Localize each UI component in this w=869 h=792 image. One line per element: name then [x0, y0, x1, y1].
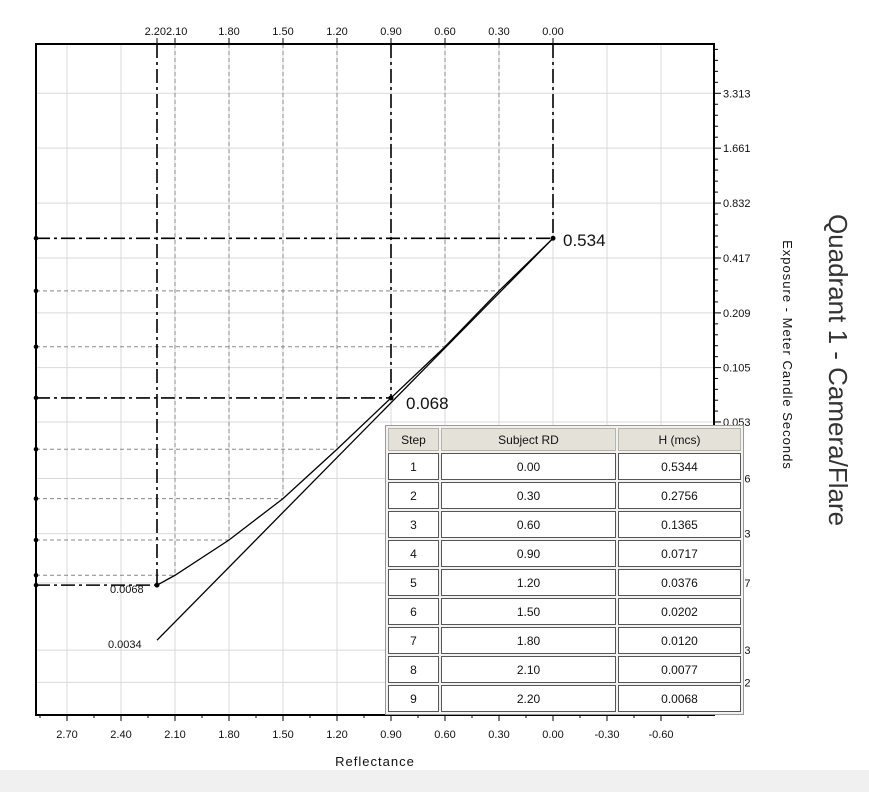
x-top-tick-label: 2.10 — [166, 26, 187, 38]
cell-step: 6 — [388, 598, 439, 625]
no-flare-line — [156, 237, 554, 641]
cell-subject-rd: 0.90 — [441, 540, 616, 567]
y-axis-title: Exposure - Meter Candle Seconds — [780, 240, 795, 470]
table-row: 2 0.30 0.2756 — [388, 482, 741, 509]
annotation-0-534: 0.534 — [563, 231, 606, 250]
header-step: Step — [388, 428, 439, 451]
cell-subject-rd: 0.30 — [441, 482, 616, 509]
header-h-mcs: H (mcs) — [618, 428, 741, 451]
cell-subject-rd: 1.80 — [441, 627, 616, 654]
header-subject-rd: Subject RD — [441, 428, 616, 451]
table-body: 1 0.00 0.5344 2 0.30 0.2756 3 0.60 0.1365 4 0.90 0.… — [388, 453, 741, 712]
data-point-marker — [550, 235, 556, 241]
y-tick-label: 0.105 — [723, 363, 751, 375]
cell-step: 4 — [388, 540, 439, 567]
cell-step: 5 — [388, 569, 439, 596]
cell-h-mcs: 0.0077 — [618, 656, 741, 683]
x-bottom-tick-label: 2.10 — [164, 729, 185, 741]
cell-subject-rd: 2.10 — [441, 656, 616, 683]
table-row: 9 2.20 0.0068 — [388, 685, 741, 712]
x-bottom-tick-label: 0.00 — [542, 729, 563, 741]
cell-step: 9 — [388, 685, 439, 712]
x-top-tick-label: 2.20 — [145, 26, 166, 38]
dashed-guide-lines — [33, 44, 554, 588]
cell-step: 7 — [388, 627, 439, 654]
series-lines — [154, 235, 556, 641]
table-row: 8 2.10 0.0077 — [388, 656, 741, 683]
x-top-tick-label: 1.80 — [218, 26, 239, 38]
table-row: 1 0.00 0.5344 — [388, 453, 741, 480]
cell-step: 2 — [388, 482, 439, 509]
cell-subject-rd: 0.00 — [441, 453, 616, 480]
camera-flare-curve — [156, 237, 554, 586]
cell-h-mcs: 0.0202 — [618, 598, 741, 625]
y-tick-label: 0.832 — [723, 198, 751, 210]
x-bottom-tick-label: 2.40 — [110, 729, 131, 741]
x-bottom-tick-label: 0.90 — [380, 729, 401, 741]
x-bottom-tick-label: -0.30 — [594, 729, 619, 741]
table-row: 5 1.20 0.0376 — [388, 569, 741, 596]
y-tick-label: 1.661 — [723, 143, 751, 155]
cell-step: 3 — [388, 511, 439, 538]
x-bottom-tick-label: 1.80 — [218, 729, 239, 741]
x-bottom-tick-label: 2.70 — [56, 729, 77, 741]
table-header-row: Step Subject RD H (mcs) — [388, 428, 741, 451]
annotation-0-0068: 0.0068 — [110, 584, 144, 596]
table-row: 6 1.50 0.0202 — [388, 598, 741, 625]
x-top-tick-label: 0.60 — [434, 26, 455, 38]
cell-h-mcs: 0.2756 — [618, 482, 741, 509]
cell-h-mcs: 0.0068 — [618, 685, 741, 712]
cell-h-mcs: 0.5344 — [618, 453, 741, 480]
x-top-tick-label: 1.50 — [272, 26, 293, 38]
y-tick-label: 0.417 — [723, 253, 751, 265]
x-top-tick-label: 0.00 — [542, 26, 563, 38]
table-row: 7 1.80 0.0120 — [388, 627, 741, 654]
table-row: 4 0.90 0.0717 — [388, 540, 741, 567]
x-bottom-tick-label: 0.60 — [434, 729, 455, 741]
plot-frame — [35, 43, 715, 716]
x-top-tick-label: 1.20 — [326, 26, 347, 38]
x-top-tick-label: 0.90 — [380, 26, 401, 38]
cell-step: 1 — [388, 453, 439, 480]
cell-step: 8 — [388, 656, 439, 683]
cell-subject-rd: 1.50 — [441, 598, 616, 625]
y-tick-label: 0.209 — [723, 308, 751, 320]
x-bottom-tick-label: 0.30 — [488, 729, 509, 741]
cell-subject-rd: 0.60 — [441, 511, 616, 538]
data-point-marker — [154, 582, 160, 588]
cell-subject-rd: 1.20 — [441, 569, 616, 596]
data-table: Step Subject RD H (mcs) 1 0.00 0.5344 2 0.30… — [385, 425, 744, 715]
cell-h-mcs: 0.1365 — [618, 511, 741, 538]
cell-h-mcs: 0.0717 — [618, 540, 741, 567]
bottom-strip — [0, 770, 869, 792]
y-tick-label: 3.313 — [723, 88, 751, 100]
x-axis-title: Reflectance — [335, 754, 415, 769]
x-bottom-tick-label: 1.50 — [272, 729, 293, 741]
data-point-marker — [388, 395, 394, 401]
table-row: 3 0.60 0.1365 — [388, 511, 741, 538]
x-bottom-tick-label: 1.20 — [326, 729, 347, 741]
annotation-0-0034: 0.0034 — [108, 639, 142, 651]
cell-h-mcs: 0.0120 — [618, 627, 741, 654]
cell-subject-rd: 2.20 — [441, 685, 616, 712]
x-bottom-tick-label: -0.60 — [648, 729, 673, 741]
x-top-tick-label: 0.30 — [488, 26, 509, 38]
cell-h-mcs: 0.0376 — [618, 569, 741, 596]
annotation-0-068: 0.068 — [406, 394, 449, 413]
chart-title: Quadrant 1 - Camera/Flare — [823, 214, 853, 526]
